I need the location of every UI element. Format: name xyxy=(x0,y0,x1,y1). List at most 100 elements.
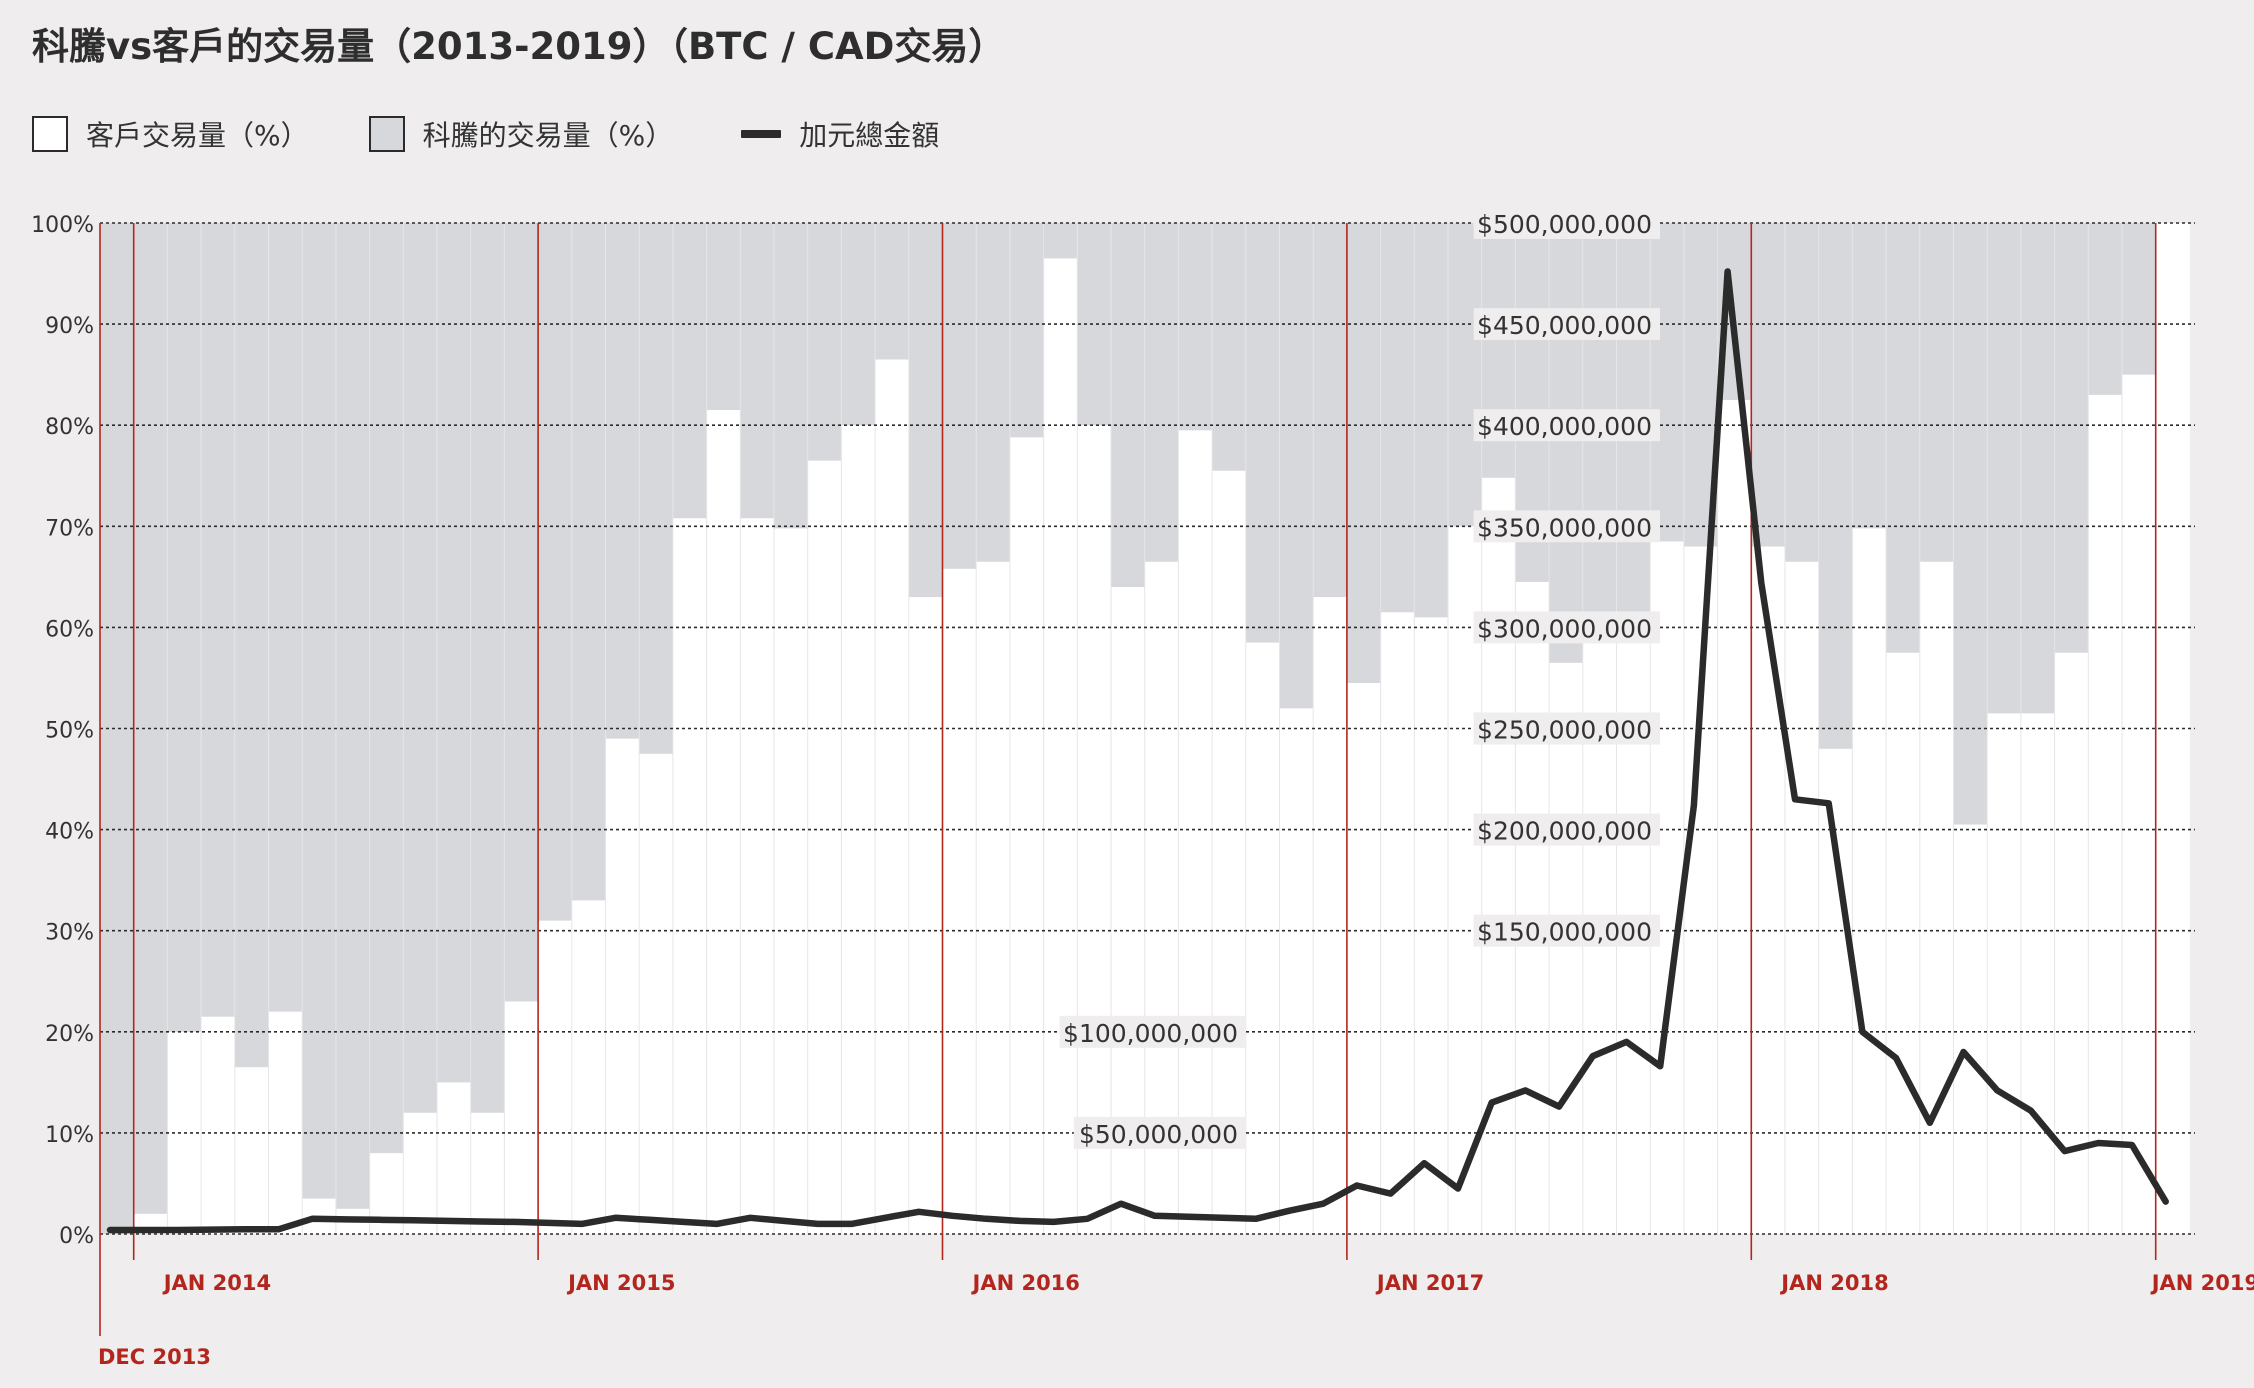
customer-bar xyxy=(538,920,573,1234)
customer-bar xyxy=(2054,652,2089,1234)
company-bar xyxy=(268,223,303,1012)
company-bar xyxy=(201,223,236,1017)
customer-bar xyxy=(672,518,707,1234)
company-bar xyxy=(2088,223,2123,395)
legend-swatch-company xyxy=(368,116,405,152)
legend-item-total: 加元總金額 xyxy=(733,114,939,154)
customer-bar xyxy=(639,753,674,1234)
legend-swatch-customer xyxy=(32,116,68,152)
right-axis-label-bg xyxy=(1473,510,1660,543)
left-axis-tick-label: 90% xyxy=(45,314,94,339)
customer-bar xyxy=(605,738,640,1234)
company-bar xyxy=(369,223,404,1154)
legend-item-company: 科騰的交易量（%） xyxy=(368,114,674,154)
customer-bar xyxy=(1009,437,1044,1234)
company-bar xyxy=(1144,223,1179,562)
customer-bar xyxy=(1043,258,1078,1234)
customer-bar xyxy=(1245,642,1280,1234)
right-axis-label-bg xyxy=(1473,712,1660,745)
customer-bar xyxy=(470,1112,505,1234)
customer-bar xyxy=(1785,561,1820,1234)
right-axis-tick-label: $100,000,000 xyxy=(1063,1019,1238,1048)
customer-bar xyxy=(571,900,606,1234)
company-bar xyxy=(133,223,168,1214)
customer-bar xyxy=(1178,430,1213,1234)
company-bar xyxy=(1919,223,1954,562)
year-marker-label: JAN 2019 xyxy=(2150,1271,2254,1295)
company-bar xyxy=(1043,223,1078,259)
company-bar xyxy=(1245,223,1280,643)
customer-bar xyxy=(2122,374,2157,1234)
company-bar xyxy=(875,223,910,360)
customer-bar xyxy=(807,460,842,1235)
company-bar xyxy=(100,223,135,1234)
customer-bar xyxy=(1077,425,1112,1234)
left-axis-tick-label: 40% xyxy=(45,820,94,845)
company-bar xyxy=(403,223,438,1113)
right-axis-label-bg xyxy=(1473,611,1660,644)
company-bar xyxy=(504,223,539,1002)
company-bar xyxy=(1987,223,2022,714)
company-bar xyxy=(1818,223,1853,749)
line-layer xyxy=(106,268,2169,1234)
year-marker-label: JAN 2016 xyxy=(971,1271,1080,1295)
axis-labels-layer: 0% 10% 20% 30% 40% 50% 60% 70% 80% 90% 100% $50,000… xyxy=(31,207,2254,1369)
customer-bar xyxy=(234,1067,269,1234)
customer-bar xyxy=(1818,748,1853,1234)
company-bar xyxy=(1380,223,1415,613)
total-cad-line xyxy=(106,268,2169,1234)
left-axis-tick-label: 100% xyxy=(31,213,94,238)
legend-label-customer: 客戶交易量（%） xyxy=(86,119,309,152)
company-bar xyxy=(605,223,640,739)
left-axis-tick-label: 60% xyxy=(45,617,94,642)
left-axis-tick-label: 70% xyxy=(45,516,94,541)
company-bar xyxy=(1313,223,1348,598)
right-axis-label-bg xyxy=(1059,1015,1246,1048)
customer-bar xyxy=(1852,528,1887,1234)
customer-bar xyxy=(403,1112,438,1234)
company-bar xyxy=(335,223,370,1209)
customer-bar xyxy=(1313,597,1348,1234)
year-marker-label: JAN 2014 xyxy=(162,1271,271,1295)
company-bar xyxy=(774,223,809,529)
company-bar xyxy=(908,223,943,598)
company-bar xyxy=(1279,223,1314,709)
company-bar xyxy=(234,223,269,1068)
customer-bar xyxy=(1346,683,1381,1234)
company-bar xyxy=(672,223,707,519)
company-bar xyxy=(302,223,337,1199)
company-bar xyxy=(1549,223,1584,663)
company-bar xyxy=(639,223,674,754)
company-bar xyxy=(706,223,741,411)
company-bar xyxy=(1346,223,1381,684)
company-bar xyxy=(1751,223,1786,547)
company-bar xyxy=(1953,223,1988,825)
company-bar xyxy=(1785,223,1820,562)
chart-title: 科騰vs客戶的交易量（2013-2019）（BTC / CAD交易） xyxy=(32,25,1006,68)
year-marker-label: JAN 2015 xyxy=(566,1271,675,1295)
right-axis-label-bg xyxy=(1473,813,1660,846)
customer-bar xyxy=(1987,713,2022,1234)
year-markers-layer xyxy=(99,223,2157,1336)
left-axis-tick-label: 30% xyxy=(45,921,94,946)
customer-bar xyxy=(1279,708,1314,1234)
year-marker-label: JAN 2018 xyxy=(1779,1271,1888,1295)
company-bar xyxy=(2122,223,2157,375)
customer-bar xyxy=(908,597,943,1234)
customer-bar xyxy=(1886,652,1921,1234)
customer-bar xyxy=(1650,541,1685,1234)
customer-bar xyxy=(706,410,741,1234)
right-axis-tick-label: $500,000,000 xyxy=(1477,210,1652,239)
legend-label-company: 科騰的交易量（%） xyxy=(422,119,674,152)
company-bar xyxy=(1886,223,1921,653)
legend: 客戶交易量（%） 科騰的交易量（%） 加元總金額 xyxy=(32,112,999,156)
left-axis-tick-label: 0% xyxy=(59,1224,94,1249)
customer-bar xyxy=(2088,394,2123,1234)
customer-bar xyxy=(942,568,977,1234)
left-axis-tick-label: 80% xyxy=(45,415,94,440)
legend-line-total xyxy=(741,130,782,138)
customer-bar xyxy=(1751,546,1786,1234)
company-bar xyxy=(437,223,472,1083)
right-axis-label-bg xyxy=(1473,207,1660,239)
